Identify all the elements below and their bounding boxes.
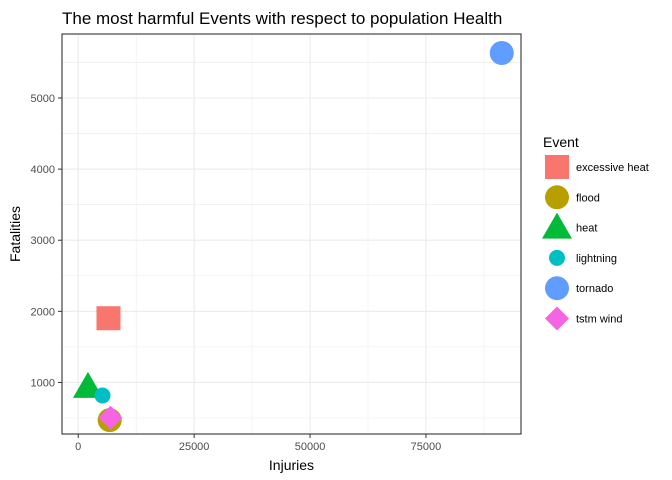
legend-title: Event <box>543 134 579 150</box>
grid <box>62 34 521 434</box>
y-tick-label: 3000 <box>31 235 55 247</box>
x-tick-label: 0 <box>75 441 81 453</box>
y-tick-label: 2000 <box>31 306 55 318</box>
x-tick-label: 75000 <box>411 441 442 453</box>
y-tick-label: 4000 <box>31 164 55 176</box>
legend-label-tornado: tornado <box>576 283 613 295</box>
data-point-excessive-heat <box>96 306 121 331</box>
legend-key-tornado <box>545 276 569 301</box>
legend-label-flood: flood <box>576 192 600 204</box>
data-point-lightning <box>94 387 111 404</box>
x-axis-title: Injuries <box>269 457 314 473</box>
legend-key-excessive-heat <box>545 155 569 179</box>
legend-label-lightning: lightning <box>576 253 617 265</box>
legend-key-flood <box>545 185 569 210</box>
y-tick-label: 1000 <box>31 377 55 389</box>
data-points <box>72 40 514 433</box>
legend-label-tstm-wind: tstm wind <box>576 314 622 326</box>
legend-label-excessive-heat: excessive heat <box>576 162 649 174</box>
data-point-heat <box>72 371 103 398</box>
data-point-tornado <box>489 40 514 65</box>
legend-key-heat <box>542 212 572 239</box>
chart-title: The most harmful Events with respect to … <box>62 9 502 28</box>
legend-label-heat: heat <box>576 223 597 235</box>
plot-panel-border <box>61 33 522 435</box>
x-tick-label: 25000 <box>179 441 210 453</box>
axis-ticks: 0 25000 50000 75000 1000 2000 3000 4000 5000 <box>31 93 442 453</box>
y-tick-label: 5000 <box>31 93 55 105</box>
x-tick-label: 50000 <box>295 441 326 453</box>
legend-items: excessive heat flood heat lightning tornado t… <box>542 155 649 331</box>
legend: Event excessive heat flood heat lightning to… <box>542 134 649 331</box>
y-axis-title: Fatalities <box>7 206 23 262</box>
legend-key-tstm-wind <box>545 306 569 331</box>
legend-key-lightning <box>549 249 565 266</box>
data-point-tstm-wind <box>98 405 123 430</box>
